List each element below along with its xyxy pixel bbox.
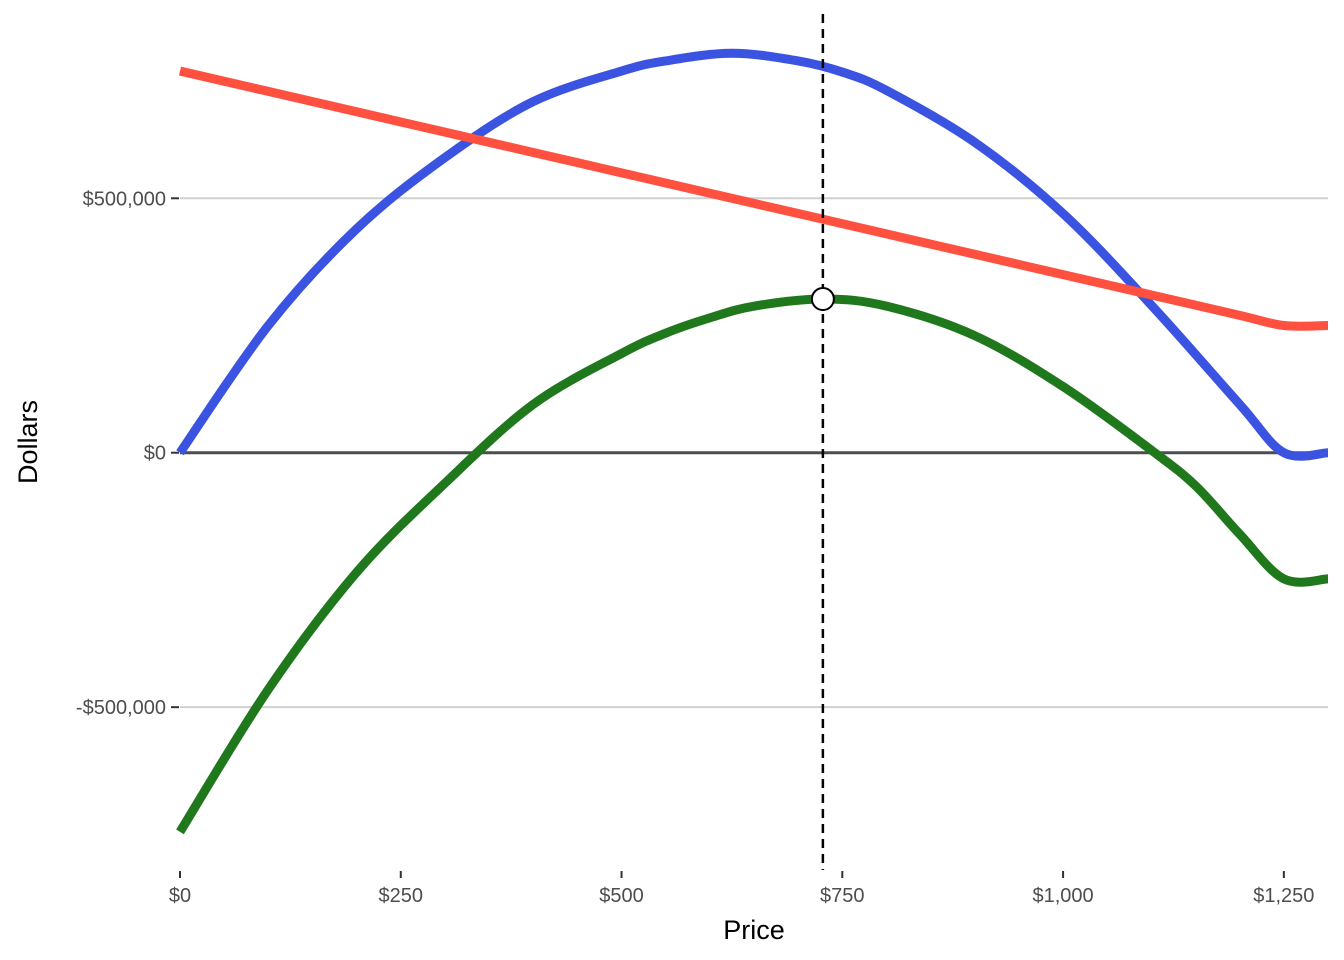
max-profit-marker: [810, 287, 835, 312]
grid-layer: [180, 197, 1328, 709]
x-tick-label: $250: [379, 885, 424, 907]
x-tick-label: $1,000: [1032, 885, 1093, 907]
x-tick-label: $750: [820, 885, 865, 907]
tick-layer: $500,000 $0 -$500,000 $0 $250 $500 $750 $1,000 $…: [76, 188, 1315, 907]
y-tick-label: $500,000: [83, 188, 166, 210]
series-blue-line: [176, 48, 1329, 461]
series-red-line: [178, 66, 1329, 331]
x-tick-label: $0: [169, 885, 191, 907]
y-tick-label: -$500,000: [76, 697, 166, 719]
series-layer: [176, 48, 1329, 835]
series-green-line: [176, 294, 1329, 835]
x-tick-label: $1,250: [1253, 885, 1314, 907]
marker-layer: [810, 287, 835, 312]
x-tick-label: $500: [599, 885, 644, 907]
y-tick-label: $0: [144, 443, 166, 465]
y-axis-title: Dollars: [13, 400, 43, 484]
x-axis-title: Price: [723, 915, 785, 945]
